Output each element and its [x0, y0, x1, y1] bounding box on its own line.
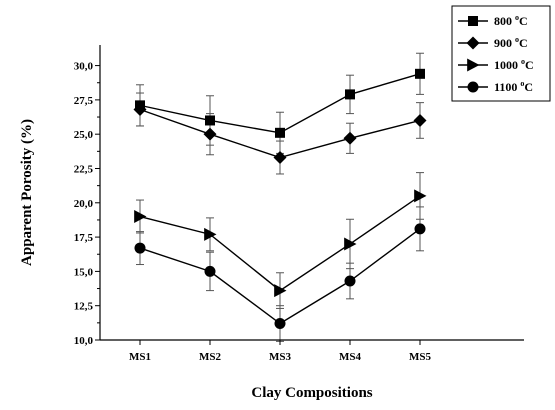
series-markers [133, 68, 427, 330]
marker-square [205, 115, 215, 126]
x-tick-label: MS3 [269, 351, 292, 363]
marker-circle [204, 265, 216, 277]
legend-label-unit: C [519, 14, 528, 28]
marker-triangle-right [414, 189, 427, 203]
marker-triangle-right [274, 284, 287, 298]
x-axis-title: Clay Compositions [251, 385, 372, 401]
marker-diamond [343, 131, 357, 145]
y-tick-label: 10,0 [74, 335, 94, 347]
x-ticks: MS1 MS2 MS3 MS4 MS5 [129, 340, 432, 363]
marker-square [468, 16, 478, 26]
legend-label-value: 1100 [494, 80, 520, 94]
y-tick-label: 12,5 [74, 301, 94, 313]
y-tick-label: 22,5 [74, 163, 94, 175]
legend-label-value: 900 [494, 36, 515, 50]
axes [99, 45, 524, 341]
marker-circle [414, 223, 426, 235]
marker-circle [344, 275, 356, 287]
y-tick-label: 25,0 [74, 129, 94, 141]
x-tick-label: MS2 [199, 351, 222, 363]
x-tick-label: MS1 [129, 351, 151, 363]
marker-square [415, 68, 425, 79]
y-tick-label: 15,0 [74, 266, 94, 278]
legend-label: 1100 oC [494, 79, 533, 94]
y-tick-label: 27,5 [74, 95, 94, 107]
legend-label-unit: C [524, 80, 533, 94]
legend-label-degree: o [515, 13, 519, 22]
x-tick-label: MS5 [409, 351, 432, 363]
legend-label: 1000 oC [494, 57, 534, 72]
legend-label-unit: C [519, 36, 528, 50]
legend-label-unit: C [525, 58, 534, 72]
legend-label: 800 oC [494, 13, 528, 28]
marker-diamond [273, 151, 287, 165]
marker-circle [274, 318, 286, 330]
marker-diamond [466, 36, 480, 50]
marker-triangle-right [344, 237, 357, 251]
marker-square [275, 127, 285, 138]
marker-diamond [133, 102, 147, 116]
marker-triangle-right [204, 227, 217, 241]
legend-label-value: 800 [494, 14, 515, 28]
marker-circle [467, 81, 479, 93]
y-axis-title: Apparent Porosity (%) [19, 119, 35, 266]
marker-diamond [413, 113, 427, 127]
legend-label-degree: o [521, 57, 525, 66]
marker-square [345, 89, 355, 100]
y-tick-label: 17,5 [74, 232, 94, 244]
legend-label-degree: o [520, 79, 524, 88]
legend-label: 900 oC [494, 35, 528, 50]
y-tick-label: 20,0 [74, 198, 94, 210]
marker-circle [134, 242, 146, 254]
y-tick-label: 30,0 [74, 61, 94, 73]
marker-triangle-right [134, 210, 147, 224]
error-bars [136, 52, 424, 342]
marker-triangle-right [467, 58, 480, 72]
marker-diamond [203, 127, 217, 141]
y-ticks: 10,0 12,5 15,0 17,5 20,0 22,5 25,0 27,5 30,0 [74, 61, 100, 347]
legend-label-value: 1000 [494, 58, 521, 72]
x-tick-label: MS4 [339, 351, 362, 363]
legend-label-degree: o [515, 35, 519, 44]
